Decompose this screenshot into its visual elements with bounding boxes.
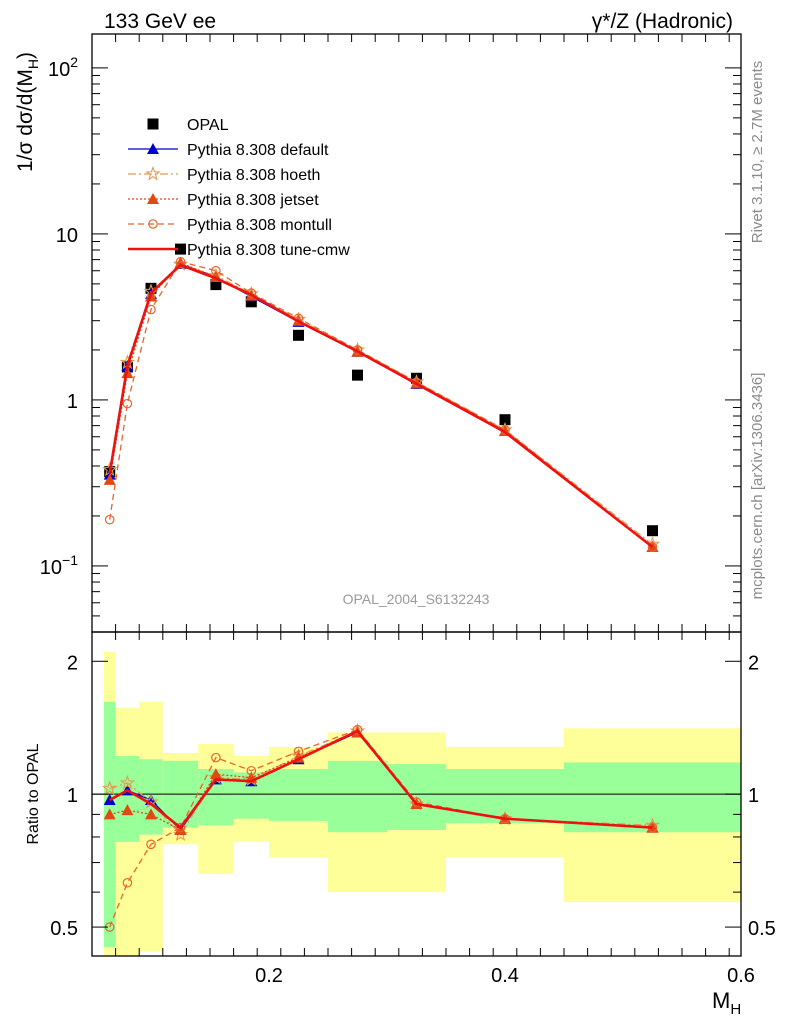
main-y-axis-label-part: 1/σ dσ/d(M [14,69,37,172]
series-point-montull [411,797,422,807]
data-point-opal [352,369,363,381]
series-point-hoeth [101,780,118,796]
series-line-hoeth [109,263,653,545]
series-point-jetset [174,823,187,835]
x-axis-label: MH [712,988,741,1018]
series-point-hoeth [119,774,136,790]
legend-label-default: Pythia 8.308 default [187,142,329,159]
series-point-montull [293,746,304,757]
series-point-montull [211,752,221,763]
band-inner [564,762,741,833]
data-point-opal [245,296,257,308]
main-y-tick-label: 10−1 [40,552,78,579]
ratio-x-tick-label: 0.6 [727,965,755,987]
ratio-axes: 2 2 1 1 0.5 0.5 0.2 0.4 0.6 [50,632,776,987]
header-right: γ*/Z (Hadronic) [592,10,733,33]
band-inner [103,701,116,948]
legend-marker-default [147,143,159,154]
main-y-tick-base: 10 [40,557,62,579]
band-inner [328,760,387,833]
data-point-opal [647,525,658,537]
series-point-montull [104,514,115,525]
legend: OPAL Pythia 8.308 default Pythia 8.308 hoe… [128,117,350,259]
series-point-jetset [145,808,157,820]
ratio-y-tick-label-right: 0.5 [748,918,776,940]
series-point-jetset [103,473,116,485]
series-point-jetset [121,804,134,816]
ratio-y-tick-label-right: 2 [748,652,759,674]
legend-marker-montull [148,219,158,229]
data-point-opal [293,329,304,341]
legend-marker-opal [147,118,159,130]
header-left: 133 GeV ee [104,10,216,33]
data-point-opal [210,279,222,291]
main-y-tick-label: 10 [56,225,78,247]
legend-label-data: OPAL [187,117,229,134]
main-y-tick-label: 102 [48,54,78,81]
band-inner [269,769,328,821]
ratio-y-axis-label: Ratio to OPAL [25,743,42,844]
main-series-group [101,243,661,553]
ratio-panel: 2 2 1 1 0.5 0.5 0.2 0.4 0.6 [50,631,776,987]
ratio-y-tick-label-left: 1 [67,785,78,807]
ratio-x-tick-label: 0.2 [255,965,283,987]
series-point-montull [146,839,156,850]
series-line-jetset [109,262,653,548]
band-inner [115,756,140,842]
series-point-montull [122,398,133,409]
ratio-series-group [101,722,661,932]
data-point-opal [499,414,511,426]
series-point-montull [352,724,363,735]
ratio-y-tick-label-left: 0.5 [50,918,78,940]
ratio-y-tick-label-left: 2 [67,652,78,674]
legend-label-jetset: Pythia 8.308 jetset [187,192,319,209]
analysis-id: OPAL_2004_S6132243 [343,591,490,607]
ratio-y-tick-label-right: 1 [748,785,759,807]
legend-label-tunecmw: Pythia 8.308 tune-cmw [187,242,350,259]
main-y-axis-label-part: ) [14,52,37,59]
main-y-tick-base: 10 [56,225,78,247]
main-y-axis-label-part: H [25,59,41,69]
series-line-montull [109,260,653,548]
series-line-default [109,263,653,548]
series-point-jetset [209,768,222,780]
legend-marker-jetset [147,193,159,204]
series-line-tunecmw [109,729,653,830]
x-axis-label-part: M [712,988,730,1013]
series-point-montull [175,822,186,833]
main-y-tick-base: 1 [67,391,78,413]
series-line-montull [109,728,653,928]
ratio-x-tick-label: 0.4 [491,965,519,987]
main-y-tick-exp: 2 [70,54,78,70]
main-y-tick-exp: −1 [62,552,78,568]
legend-label-montull: Pythia 8.308 montull [187,217,332,234]
legend-label-hoeth: Pythia 8.308 hoeth [187,167,320,184]
main-y-tick-base: 10 [48,59,70,81]
series-point-jetset [103,808,116,820]
main-y-tick-label: 1 [67,391,78,413]
series-point-montull [647,542,658,552]
mcplots-label: mcplots.cern.ch [arXiv:1306.3436] [749,373,766,600]
main-y-axis-label: 1/σ dσ/d(MH) [14,52,41,172]
series-line-tunecmw [108,263,654,549]
series-point-montull [246,765,257,776]
series-point-montull [122,877,133,888]
legend-marker-hoeth [145,165,161,181]
data-point-opal [175,243,186,255]
series-point-montull [211,265,221,276]
rivet-label: Rivet 3.1.10, ≥ 2.7M events [749,61,766,244]
x-axis-label-part: H [730,1001,741,1018]
